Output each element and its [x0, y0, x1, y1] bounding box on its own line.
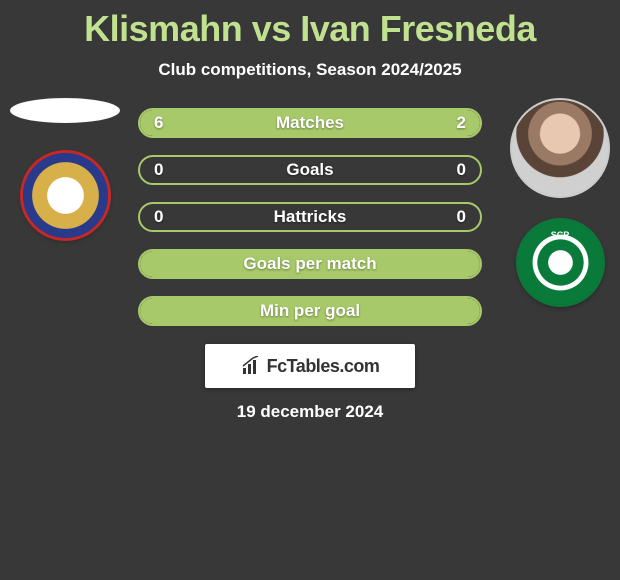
left-club-badge	[23, 153, 108, 238]
stat-bar: Min per goal	[138, 296, 482, 326]
bar-label: Goals per match	[140, 251, 480, 277]
stats-area: 62Matches 00Goals 00Hattricks Goals per mat…	[0, 108, 620, 326]
bar-label: Matches	[140, 110, 480, 136]
right-player-avatar	[510, 98, 610, 198]
stat-bar: 00Hattricks	[138, 202, 482, 232]
stat-bar: Goals per match	[138, 249, 482, 279]
right-club-badge	[518, 220, 603, 305]
page-title: Klismahn vs Ivan Fresneda	[84, 8, 536, 50]
brand-text: FcTables.com	[267, 356, 380, 377]
bar-label: Hattricks	[140, 204, 480, 230]
stat-bar: 62Matches	[138, 108, 482, 138]
chart-icon	[241, 356, 263, 376]
right-player-column	[510, 98, 610, 305]
stat-bars: 62Matches 00Goals 00Hattricks Goals per mat…	[138, 108, 482, 326]
left-player-column	[10, 98, 120, 238]
left-player-avatar	[10, 98, 120, 123]
brand-box: FcTables.com	[205, 344, 415, 388]
subtitle: Club competitions, Season 2024/2025	[158, 60, 461, 80]
bar-label: Goals	[140, 157, 480, 183]
date-text: 19 december 2024	[237, 402, 384, 422]
stat-bar: 00Goals	[138, 155, 482, 185]
bar-label: Min per goal	[140, 298, 480, 324]
